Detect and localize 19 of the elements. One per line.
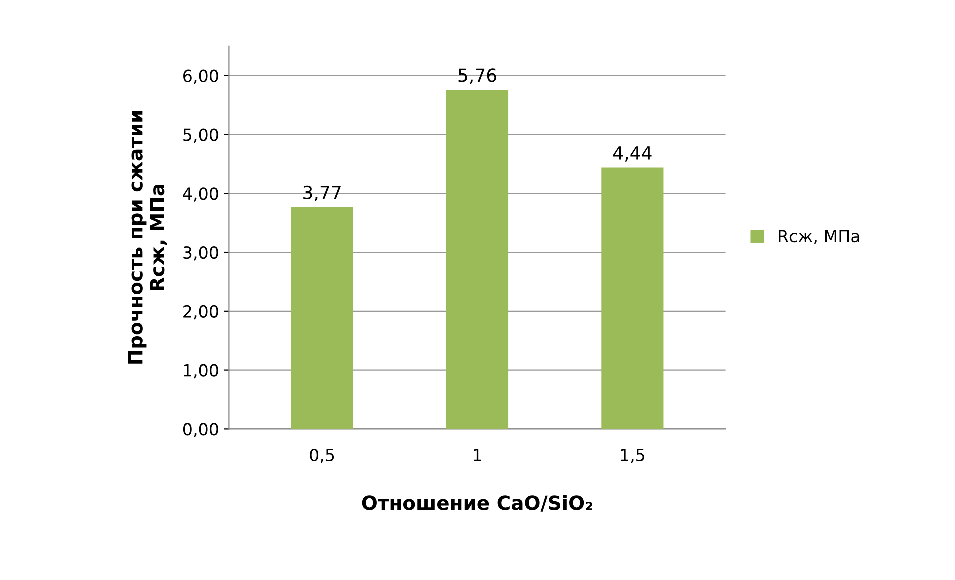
y-axis-title: Прочность при сжатии Rсж, МПа (128, 112, 168, 364)
y-tick-label: 2,00 (184, 305, 218, 320)
bar (291, 207, 354, 430)
y-tick-label: 1,00 (184, 364, 218, 379)
legend-label: Rсж, МПа (779, 230, 860, 244)
x-tick-label: 1,5 (621, 449, 644, 464)
y-tick-label: 5,00 (184, 128, 218, 144)
x-tick-label: 1 (474, 449, 482, 462)
data-label: 3,77 (304, 186, 341, 202)
bar (446, 90, 509, 430)
data-label: 4,44 (613, 146, 652, 162)
y-tick-label: 4,00 (183, 188, 218, 202)
x-tick-label: 0,5 (310, 448, 334, 464)
y-tick-label: 0,00 (183, 423, 218, 438)
x-axis-title: Отношение CaO/SiO₂ (362, 495, 592, 512)
data-label: 5,76 (458, 68, 496, 84)
bar (602, 168, 664, 430)
y-tick-label: 6,00 (184, 70, 218, 84)
y-tick-label: 3,00 (184, 246, 218, 261)
